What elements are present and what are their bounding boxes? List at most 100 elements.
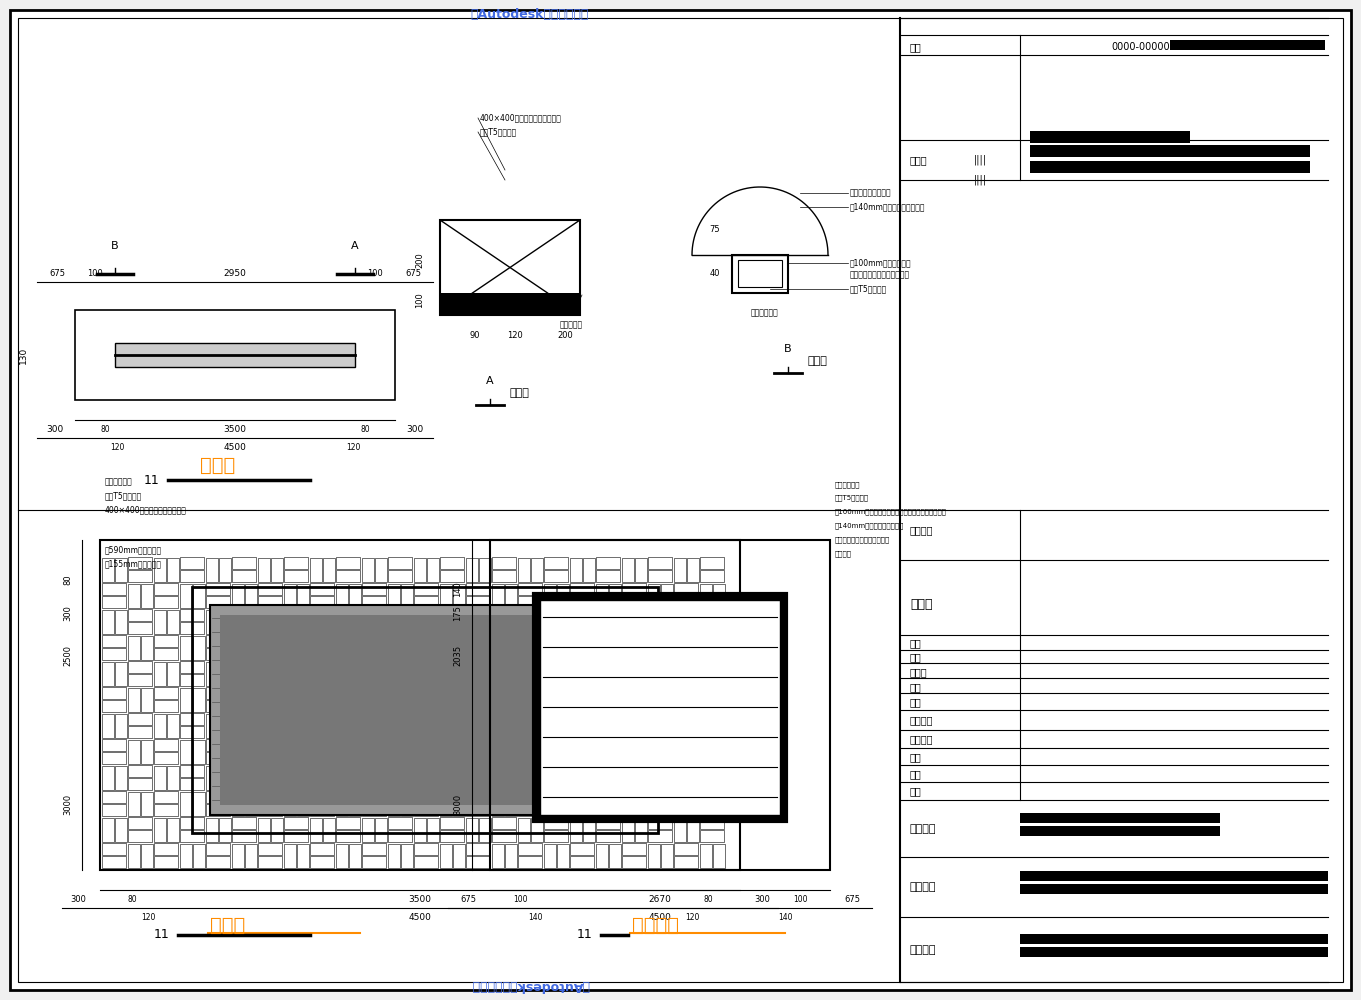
Bar	[180, 726, 204, 738]
Bar	[557, 688, 569, 712]
Bar	[231, 726, 256, 738]
Text: 暗藏T5荧光灯带: 暗藏T5荧光灯带	[836, 495, 870, 501]
Bar	[557, 844, 569, 868]
Bar	[622, 714, 634, 738]
Bar	[154, 558, 166, 582]
Bar	[128, 636, 140, 660]
Bar	[596, 688, 608, 712]
Bar	[376, 558, 387, 582]
Bar	[596, 609, 621, 621]
Bar	[732, 255, 788, 293]
Bar	[376, 766, 387, 790]
Bar	[622, 804, 646, 816]
Bar	[167, 818, 180, 842]
Bar	[505, 636, 517, 660]
Bar	[648, 570, 672, 582]
Bar	[231, 778, 256, 790]
Bar	[245, 584, 257, 608]
Bar	[128, 584, 140, 608]
Bar	[596, 674, 621, 686]
Bar	[128, 817, 152, 829]
Bar	[674, 700, 698, 712]
Bar	[440, 844, 452, 868]
Bar	[700, 817, 724, 829]
Bar	[388, 609, 412, 621]
Bar	[491, 570, 516, 582]
Bar	[440, 688, 452, 712]
Bar	[622, 766, 634, 790]
Bar	[648, 636, 660, 660]
Bar	[427, 818, 440, 842]
Bar	[348, 844, 361, 868]
Bar	[440, 622, 464, 634]
Bar	[414, 635, 438, 647]
Bar	[231, 584, 244, 608]
Bar	[245, 792, 257, 816]
Bar	[284, 765, 308, 777]
Bar	[531, 818, 543, 842]
Bar	[661, 792, 672, 816]
Bar	[700, 557, 724, 569]
Bar	[297, 636, 309, 660]
Bar	[519, 662, 529, 686]
Bar	[388, 726, 412, 738]
Text: 3500: 3500	[223, 426, 246, 434]
Text: 120: 120	[346, 444, 361, 452]
Bar	[661, 636, 672, 660]
Bar	[700, 688, 712, 712]
Bar	[180, 636, 192, 660]
Text: 重数: 重数	[911, 682, 921, 692]
Bar	[534, 594, 787, 821]
Bar	[231, 713, 256, 725]
Bar	[491, 726, 516, 738]
Bar	[465, 766, 478, 790]
Bar	[128, 570, 152, 582]
Bar	[491, 740, 504, 764]
Bar	[427, 662, 440, 686]
Bar	[479, 662, 491, 686]
Text: 宽155mm乙金铝板基: 宽155mm乙金铝板基	[105, 560, 162, 568]
Bar	[453, 688, 465, 712]
Bar	[310, 818, 323, 842]
Text: 300: 300	[69, 896, 86, 904]
Bar	[465, 583, 490, 595]
Bar	[231, 830, 256, 842]
Bar	[336, 778, 361, 790]
Bar	[102, 804, 127, 816]
Bar	[259, 843, 282, 855]
Bar	[608, 844, 621, 868]
Bar	[608, 584, 621, 608]
Text: 11: 11	[154, 928, 170, 942]
Bar	[154, 766, 166, 790]
Bar	[180, 557, 204, 569]
Text: 暗藏T5荧光灯带: 暗藏T5荧光灯带	[851, 284, 887, 294]
Bar	[388, 844, 400, 868]
Bar	[544, 792, 557, 816]
Text: 宽590mm乙金铝板基: 宽590mm乙金铝板基	[105, 546, 162, 554]
Bar	[362, 818, 374, 842]
Bar	[348, 740, 361, 764]
Bar	[297, 844, 309, 868]
Bar	[519, 818, 529, 842]
Bar	[180, 661, 204, 673]
Bar	[231, 636, 244, 660]
Bar	[648, 713, 672, 725]
Text: 200: 200	[557, 330, 573, 340]
Bar	[713, 636, 725, 660]
Bar	[336, 726, 361, 738]
Bar	[102, 662, 114, 686]
Bar	[440, 661, 464, 673]
Bar	[362, 752, 387, 764]
Bar	[362, 687, 387, 699]
Bar	[531, 714, 543, 738]
Text: 3000: 3000	[64, 793, 72, 815]
Bar	[687, 766, 700, 790]
Bar	[231, 765, 256, 777]
Text: 2035: 2035	[453, 645, 463, 666]
Bar	[570, 662, 583, 686]
Bar	[661, 740, 672, 764]
Text: 80: 80	[127, 896, 137, 904]
Text: A: A	[486, 376, 494, 386]
Bar	[206, 791, 230, 803]
Bar	[661, 688, 672, 712]
